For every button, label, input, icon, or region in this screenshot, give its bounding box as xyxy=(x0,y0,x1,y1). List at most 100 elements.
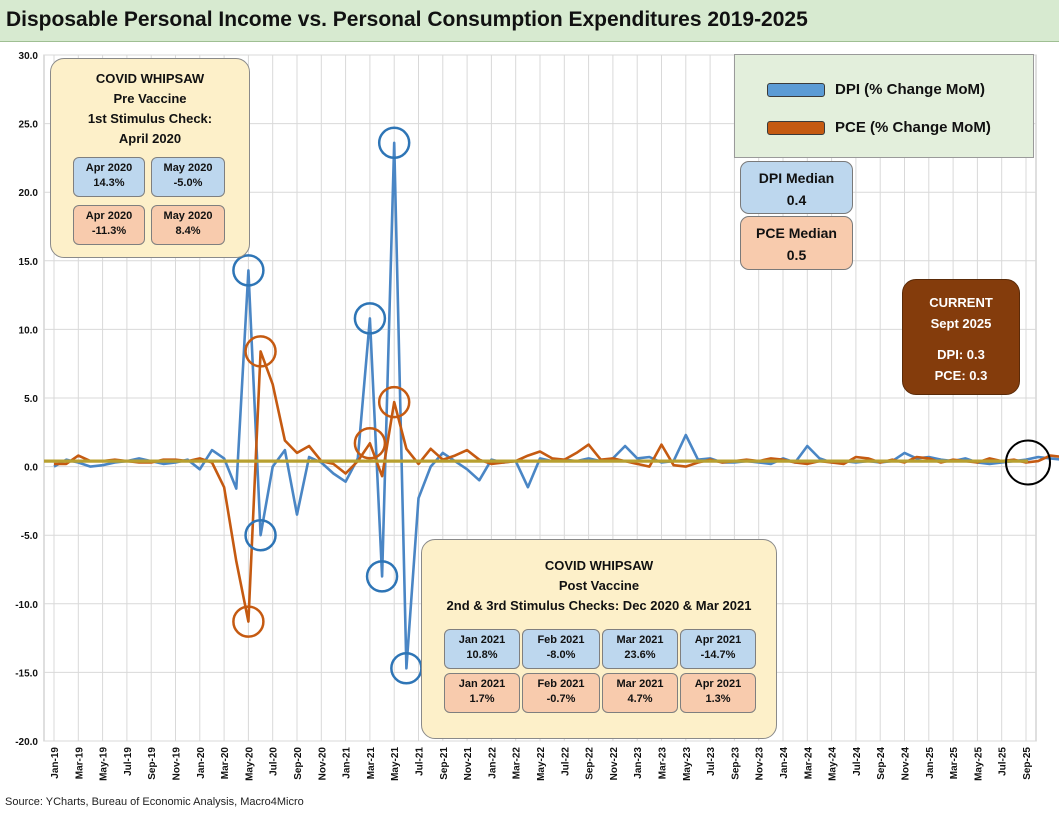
dpi-median-box: DPI Median 0.4 xyxy=(740,161,853,214)
annotation-pre-title: COVID WHIPSAW xyxy=(95,71,205,86)
x-tick-label: Jul-20 xyxy=(269,747,280,776)
x-tick-label: Jan-21 xyxy=(342,747,353,779)
cell-value: 23.6% xyxy=(624,649,656,661)
x-tick-label: Jan-25 xyxy=(925,747,936,779)
y-tick-label: 5.0 xyxy=(24,394,38,405)
x-tick-label: Sep-22 xyxy=(585,747,596,780)
cell-label: Feb 2021 xyxy=(537,634,585,646)
x-tick-label: May-24 xyxy=(828,747,839,781)
pce-median-value: 0.5 xyxy=(786,247,807,263)
y-tick-label: -10.0 xyxy=(15,600,38,611)
x-tick-label: Jul-24 xyxy=(852,747,863,776)
x-tick-label: Jul-25 xyxy=(998,747,1009,776)
x-tick-label: Mar-25 xyxy=(949,747,960,780)
pce-series-line xyxy=(54,350,1059,623)
annotation-pre-subtitle: Pre Vaccine xyxy=(113,91,187,106)
post-dpi-cell: Feb 2021 -8.0% xyxy=(522,629,600,669)
dpi-highlight-circle xyxy=(353,302,387,335)
y-tick-label: 0.0 xyxy=(24,463,38,474)
x-tick-label: Mar-24 xyxy=(803,747,814,780)
cell-label: Apr 2021 xyxy=(694,678,742,690)
current-pce: PCE: 0.3 xyxy=(934,368,988,383)
legend-label-dpi: DPI (% Change MoM) xyxy=(835,81,985,98)
cell-value: -8.0% xyxy=(546,649,576,661)
x-tick-label: Mar-19 xyxy=(74,747,85,780)
pce-median-label: PCE Median xyxy=(756,225,837,241)
y-tick-label: -20.0 xyxy=(15,737,38,748)
cell-value: 8.4% xyxy=(175,225,201,237)
annotation-post-title: COVID WHIPSAW xyxy=(544,558,654,573)
x-tick-label: Jul-23 xyxy=(706,747,717,776)
current-dpi: DPI: 0.3 xyxy=(937,347,985,362)
x-tick-label: Jan-23 xyxy=(633,747,644,779)
dpi-median-label: DPI Median xyxy=(758,170,835,186)
cell-value: 4.7% xyxy=(627,693,653,705)
pre-pce-cell: Apr 2020 -11.3% xyxy=(73,205,145,245)
post-pce-cell: Apr 2021 1.3% xyxy=(680,673,756,713)
pre-dpi-cell: Apr 2020 14.3% xyxy=(73,157,145,197)
x-tick-label: Mar-23 xyxy=(658,747,669,780)
x-tick-label: Nov-23 xyxy=(755,747,766,781)
current-highlight-circle xyxy=(1005,439,1051,486)
legend-item-pce: PCE (% Change MoM) xyxy=(767,119,991,139)
chart-title: Disposable Personal Income vs. Personal … xyxy=(6,8,808,31)
cell-label: Mar 2021 xyxy=(616,634,664,646)
cell-label: Apr 2020 xyxy=(85,162,133,174)
x-tick-label: May-23 xyxy=(682,747,693,781)
post-dpi-cell: Jan 2021 10.8% xyxy=(444,629,520,669)
x-tick-label: May-22 xyxy=(536,747,547,781)
pce-highlight-circle xyxy=(353,427,387,460)
x-tick-label: May-19 xyxy=(99,747,110,781)
pce-highlight-circle xyxy=(244,335,277,368)
cell-label: May 2020 xyxy=(163,162,213,174)
post-dpi-cell: Mar 2021 23.6% xyxy=(602,629,678,669)
x-tick-label: Nov-20 xyxy=(317,747,328,781)
dpi-median-value: 0.4 xyxy=(786,192,807,208)
cell-label: May 2020 xyxy=(163,210,213,222)
x-tick-label: Sep-23 xyxy=(730,747,741,780)
x-tick-label: May-21 xyxy=(390,747,401,781)
legend-swatch-pce xyxy=(767,121,825,136)
cell-value: -11.3% xyxy=(91,225,127,237)
pre-pce-cell: May 2020 8.4% xyxy=(151,205,225,245)
post-dpi-cell: Apr 2021 -14.7% xyxy=(680,629,756,669)
x-tick-label: Mar-21 xyxy=(366,747,377,780)
annotation-pre-line3: 1st Stimulus Check: xyxy=(87,111,213,126)
x-tick-label: Nov-21 xyxy=(463,747,474,781)
cell-label: Jan 2021 xyxy=(458,634,506,646)
cell-value: 14.3% xyxy=(93,177,125,189)
annotation-pre-vaccine: COVID WHIPSAW Pre Vaccine 1st Stimulus C… xyxy=(50,58,250,258)
x-tick-label: Jan-19 xyxy=(50,747,61,779)
x-tick-label: Sep-21 xyxy=(439,747,450,780)
x-tick-label: Jan-24 xyxy=(779,747,790,779)
source-note: Source: YCharts, Bureau of Economic Anal… xyxy=(5,796,304,808)
dpi-series-line xyxy=(53,141,1059,670)
post-pce-cell: Mar 2021 4.7% xyxy=(602,673,678,713)
post-pce-cell: Jan 2021 1.7% xyxy=(444,673,520,713)
x-tick-label: Mar-22 xyxy=(512,747,523,780)
cell-value: -0.7% xyxy=(546,693,576,705)
cell-label: Apr 2021 xyxy=(694,634,742,646)
pce-highlight-circle xyxy=(232,605,265,638)
annotation-post-subtitle: Post Vaccine xyxy=(558,578,640,593)
x-tick-label: Sep-20 xyxy=(293,747,304,780)
x-tick-label: Jan-20 xyxy=(196,747,207,779)
legend-item-dpi: DPI (% Change MoM) xyxy=(767,81,985,101)
annotation-pre-line4: April 2020 xyxy=(118,131,182,146)
y-tick-label: 20.0 xyxy=(19,188,39,199)
cell-label: Feb 2021 xyxy=(537,678,585,690)
cell-label: Apr 2020 xyxy=(85,210,133,222)
x-tick-label: Mar-20 xyxy=(220,747,231,780)
dpi-highlight-circle xyxy=(377,126,411,160)
y-tick-label: 15.0 xyxy=(19,257,39,268)
annotation-post-vaccine: COVID WHIPSAW Post Vaccine 2nd & 3rd Sti… xyxy=(421,539,777,739)
cell-value: -14.7% xyxy=(700,649,736,661)
chart-legend: DPI (% Change MoM) PCE (% Change MoM) xyxy=(734,54,1034,158)
x-tick-label: Sep-19 xyxy=(147,747,158,780)
cell-value: -5.0% xyxy=(173,177,203,189)
pce-highlight-circle xyxy=(377,385,411,419)
cell-label: Jan 2021 xyxy=(458,678,506,690)
x-tick-label: Nov-22 xyxy=(609,747,620,781)
cell-value: 1.3% xyxy=(705,693,731,705)
cell-value: 10.8% xyxy=(466,649,498,661)
